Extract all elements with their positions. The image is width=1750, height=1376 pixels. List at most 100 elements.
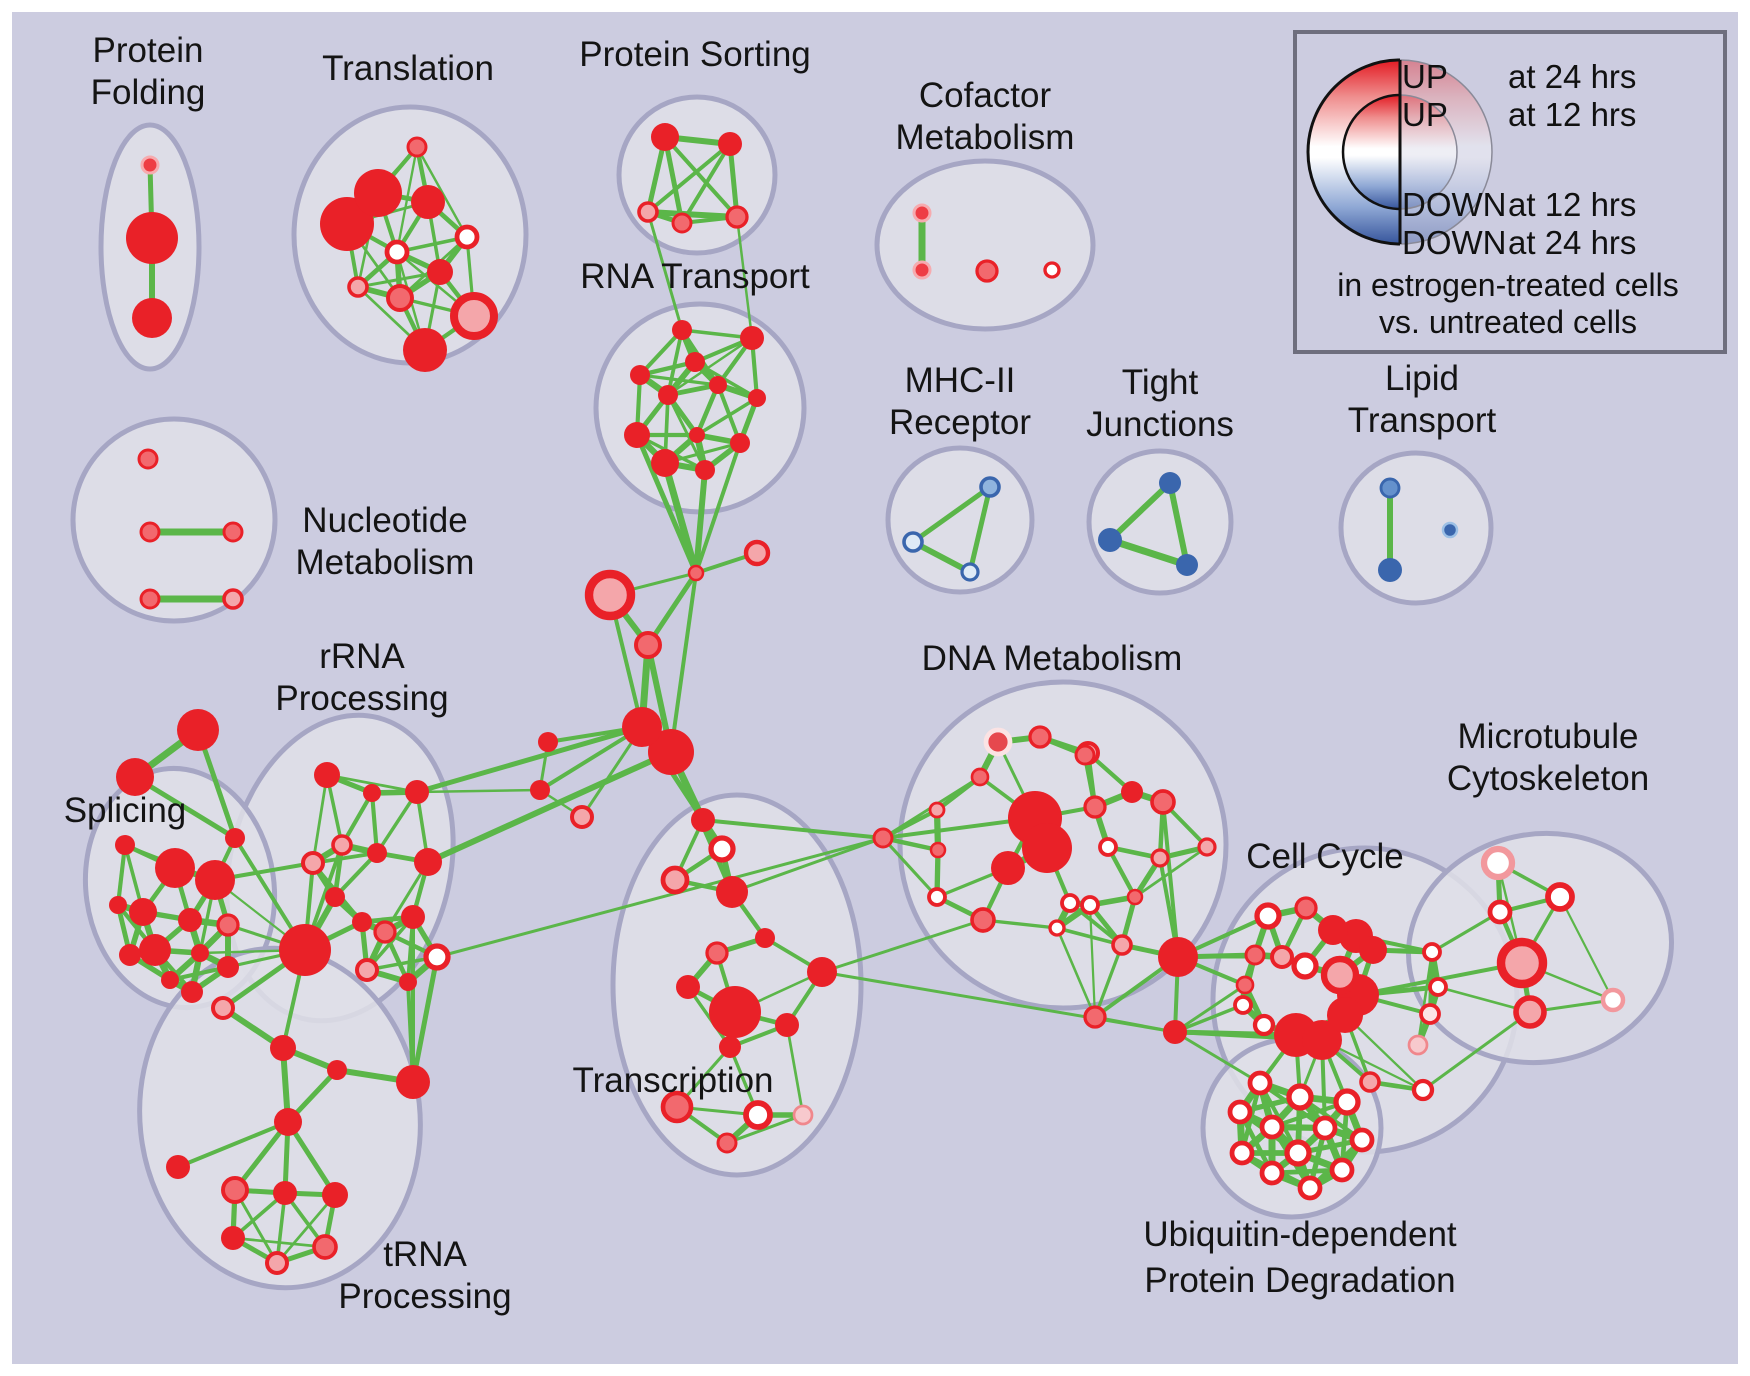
edge-dn	[1055, 926, 1124, 947]
edge	[1167, 480, 1190, 568]
gene-node-J1b	[743, 539, 771, 567]
gene-node-D22	[1197, 837, 1217, 857]
edge-rr	[369, 790, 380, 856]
gene-node-SP7	[191, 944, 209, 962]
edge-mt	[1558, 895, 1615, 1002]
gene-node-D12	[1098, 837, 1118, 857]
edge	[425, 749, 674, 865]
edge	[820, 918, 985, 974]
edge-rr	[375, 790, 419, 855]
gene-node-SP9	[161, 971, 179, 989]
gene-node-CCX	[1163, 1020, 1187, 1044]
gene-node-TC3	[660, 865, 690, 895]
edge-rt	[666, 328, 684, 397]
gene-node-D1	[983, 727, 1013, 757]
edge-dn	[1088, 903, 1097, 1019]
gene-node-TN1	[211, 996, 235, 1020]
gene-node-T1	[406, 136, 428, 158]
cluster-label-tn: Processing	[338, 1277, 511, 1316]
cluster-lp	[1338, 450, 1494, 606]
gene-node-TC5	[755, 928, 775, 948]
edge-rt	[694, 382, 721, 438]
cluster-label-rr: rRNA	[319, 637, 405, 676]
gene-node-TC12	[660, 1090, 694, 1124]
cluster-label-mh: Receptor	[889, 403, 1031, 442]
edge	[176, 1120, 290, 1169]
cluster-tj	[1086, 448, 1234, 596]
gene-node-MT3	[1487, 899, 1513, 925]
gene-node-HUB1	[622, 707, 662, 747]
gene-node-CC16	[1302, 1020, 1342, 1060]
gene-node-D21	[1150, 789, 1176, 815]
edge	[414, 724, 645, 795]
gene-node-SPH	[279, 924, 331, 976]
gene-node-CC7	[1270, 945, 1294, 969]
gene-node-C4	[1043, 261, 1061, 279]
gene-node-G1	[1159, 472, 1181, 494]
gene-node-SP11	[115, 835, 135, 855]
gene-node-R6	[658, 385, 678, 405]
gene-node-T11	[403, 328, 447, 372]
gene-node-J3	[634, 631, 662, 659]
gene-node-C3	[975, 259, 999, 283]
legend-direction-label: DOWN	[1402, 224, 1506, 261]
edge	[1107, 480, 1173, 543]
gene-node-R7	[748, 389, 766, 407]
gene-node-U6	[1312, 1115, 1338, 1141]
gene-node-U1	[1247, 1070, 1273, 1096]
cluster-label-sp: Splicing	[64, 791, 187, 830]
gene-node-D2	[1028, 725, 1052, 749]
gene-node-CC2	[1294, 896, 1318, 920]
gene-node-T2	[354, 169, 402, 217]
edge	[410, 954, 440, 1085]
gene-node-P3	[132, 298, 172, 338]
legend-time-label: at 12 hrs	[1508, 96, 1636, 133]
edge-mt	[1430, 910, 1502, 954]
gene-node-CC14	[1252, 1013, 1276, 1037]
gene-node-J1	[687, 564, 705, 582]
gene-node-R1	[672, 320, 692, 340]
edge	[680, 142, 732, 225]
gene-node-RR13	[355, 958, 379, 982]
cluster-nu	[70, 416, 278, 624]
gene-node-RR3	[405, 780, 429, 804]
edge	[693, 467, 708, 576]
gene-node-D4	[970, 767, 990, 787]
cluster-rt	[593, 301, 807, 515]
gene-node-MT2	[1545, 882, 1575, 912]
gene-node-RR1	[314, 762, 340, 788]
gene-node-S1	[651, 123, 679, 151]
gene-node-L1	[1379, 477, 1401, 499]
gene-node-D11	[991, 851, 1025, 885]
gene-node-R9	[689, 427, 705, 443]
edge-sp	[115, 842, 128, 908]
gene-node-N3	[222, 521, 244, 543]
cluster-label-cf: Cofactor	[919, 76, 1052, 115]
gene-node-TN5	[274, 1108, 302, 1136]
gene-node-MT1	[1480, 845, 1516, 881]
gene-node-U2	[1286, 1083, 1314, 1111]
gene-node-S5	[725, 205, 749, 229]
gene-node-H6	[265, 1251, 289, 1275]
gene-node-T9	[386, 284, 414, 312]
gene-node-RR8	[325, 887, 345, 907]
gene-node-BR1	[872, 827, 894, 849]
cluster-label-pf: Folding	[91, 73, 206, 112]
legend-direction-label: UP	[1402, 58, 1448, 95]
edge-dn	[1068, 901, 1124, 947]
gene-node-U5	[1259, 1114, 1285, 1140]
gene-node-RR11	[401, 905, 425, 929]
legend-time-label: at 12 hrs	[1508, 186, 1636, 223]
edge-mt	[1416, 950, 1434, 1047]
gene-node-RR7	[414, 848, 442, 876]
cluster-cf	[874, 158, 1096, 332]
legend-direction-label: DOWN	[1402, 186, 1506, 223]
gene-node-U4	[1227, 1099, 1253, 1125]
gene-node-CC9	[1320, 955, 1360, 995]
edge-dn	[1093, 943, 1124, 1019]
gene-node-RR6	[367, 843, 387, 863]
gene-node-TN6	[166, 1155, 190, 1179]
